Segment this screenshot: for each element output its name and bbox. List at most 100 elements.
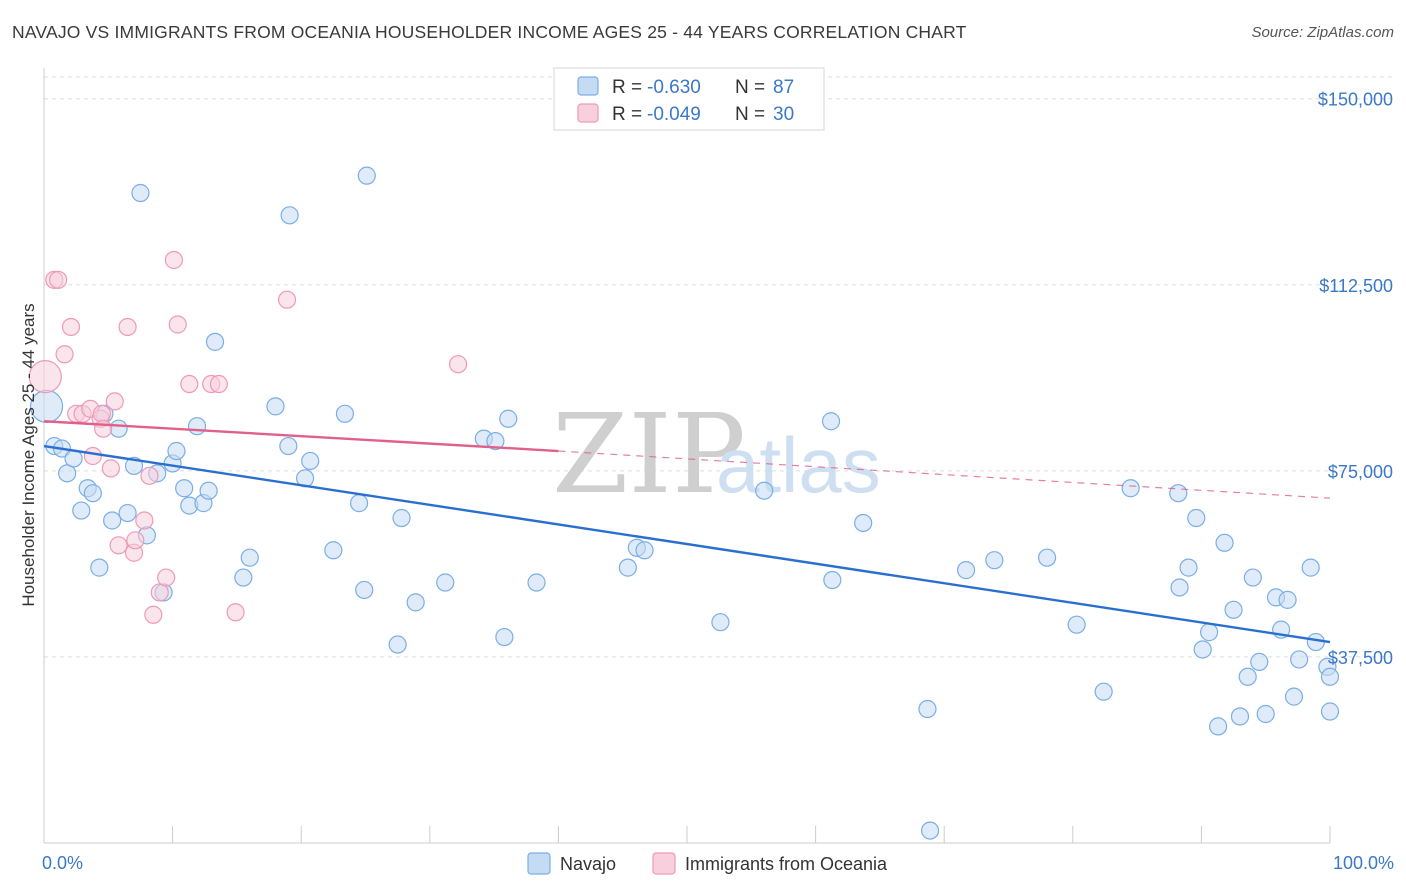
oceania-r-label: R = [612,104,642,125]
navajo-point-56 [920,821,940,840]
navajo-point-27 [240,548,259,567]
x-tick-label-min: 0.0% [42,853,83,873]
stats-legend-frame [553,67,825,131]
navajo-point-61 [1094,682,1113,701]
navajo-point-80 [1284,687,1304,706]
navajo-point-67 [1193,640,1212,659]
navajo-point-54 [854,513,873,533]
navajo-point-72 [1230,707,1250,726]
navajo-n-label: N = [735,77,765,98]
oceania-point-29 [277,290,297,309]
oceania-point-18 [135,511,154,530]
navajo-point-66 [1187,508,1206,528]
navajo-point-24 [199,481,218,500]
oceania-point-20 [144,605,163,624]
watermark-atlas: atlas [716,421,881,509]
navajo-point-45 [499,409,518,428]
navajo-point-64 [1170,578,1189,597]
oceania-n-value: 30 [773,104,794,125]
navajo-point-30 [280,206,299,225]
navajo-point-39 [392,508,411,528]
watermark-zip: ZIP [552,390,746,518]
y-tick-label-0: $37,500 [1328,648,1393,668]
legend-label-oceania: Immigrants from Oceania [685,854,888,874]
oceania-point-2 [49,270,68,289]
navajo-point-52 [821,412,841,431]
navajo-point-25 [205,332,225,351]
navajo-point-14 [131,183,150,203]
oceania-trend-line [43,420,559,453]
oceania-point-25 [180,374,199,394]
navajo-point-83 [1306,632,1325,652]
navajo-point-53 [823,570,842,590]
stats-legend: R = -0.630 N = 87 R = -0.049 N = 30 [553,67,825,131]
navajo-point-38 [388,635,407,654]
navajo-point-22 [187,417,207,436]
navajo-point-73 [1238,667,1257,686]
axes [43,68,1331,844]
navajo-point-10 [103,511,122,530]
navajo-point-58 [985,551,1004,570]
navajo-point-57 [956,561,976,580]
navajo-point-33 [324,541,343,560]
oceania-point-17 [126,531,145,550]
navajo-trend-line [43,444,1331,644]
y-tick-label-1: $75,000 [1328,462,1393,482]
navajo-point-29 [279,436,298,456]
navajo-point-46 [527,573,546,592]
oceania-point-27 [209,374,228,394]
navajo-point-49 [635,541,654,560]
navajo-point-12 [118,503,137,523]
oceania-stat-swatch [577,103,599,123]
oceania-point-4 [61,317,81,337]
navajo-point-63 [1169,484,1188,503]
navajo-stat-swatch [577,76,599,96]
watermark: ZIP atlas [552,390,881,518]
navajo-point-50 [711,613,730,632]
navajo-point-13 [124,456,144,476]
y-tick-label-2: $112,500 [1319,276,1393,296]
oceania-point-3 [55,345,74,364]
navajo-point-75 [1250,652,1269,671]
navajo-r-value: -0.630 [647,77,701,98]
oceania-point-23 [164,250,183,270]
navajo-point-35 [349,494,369,513]
navajo-point-8 [90,558,109,577]
navajo-point-19 [167,441,186,461]
navajo-r-label: R = [612,77,642,98]
oceania-point-8 [83,446,102,466]
oceania-n-label: N = [735,104,765,125]
navajo-point-62 [1121,479,1140,498]
x-tick-labels: 0.0% 100.0% [42,853,1394,873]
oceania-r-value: -0.049 [647,104,701,125]
navajo-point-86 [1320,702,1340,721]
navajo-point-43 [486,431,505,451]
legend-label-navajo: Navajo [560,854,616,874]
legend-swatch-oceania [652,852,676,875]
oceania-point-30 [448,355,468,374]
navajo-point-70 [1215,533,1234,552]
source-credit: Source: ZipAtlas.com [1251,24,1394,41]
navajo-point-7 [83,484,102,503]
oceania-point-14 [109,536,128,555]
navajo-point-44 [495,627,514,647]
navajo-point-28 [266,397,285,416]
navajo-point-76 [1256,704,1275,724]
navajo-n-value: 87 [773,77,794,98]
navajo-point-51 [755,481,774,500]
data-points [28,166,1340,840]
navajo-point-11 [109,419,128,438]
navajo-point-47 [618,558,637,577]
navajo-point-85 [1320,667,1340,686]
series-legend: Navajo Immigrants from Oceania [527,852,888,875]
navajo-point-79 [1278,590,1297,609]
navajo-point-32 [301,451,320,471]
y-axis-label: Householder Income Ages 25 - 44 years [19,303,38,606]
navajo-point-55 [918,699,937,719]
legend-swatch-navajo [527,852,551,875]
chart-title: NAVAJO VS IMMIGRANTS FROM OCEANIA HOUSEH… [12,22,967,42]
navajo-point-65 [1179,558,1198,577]
navajo-point-71 [1224,600,1243,619]
navajo-point-74 [1243,568,1262,587]
